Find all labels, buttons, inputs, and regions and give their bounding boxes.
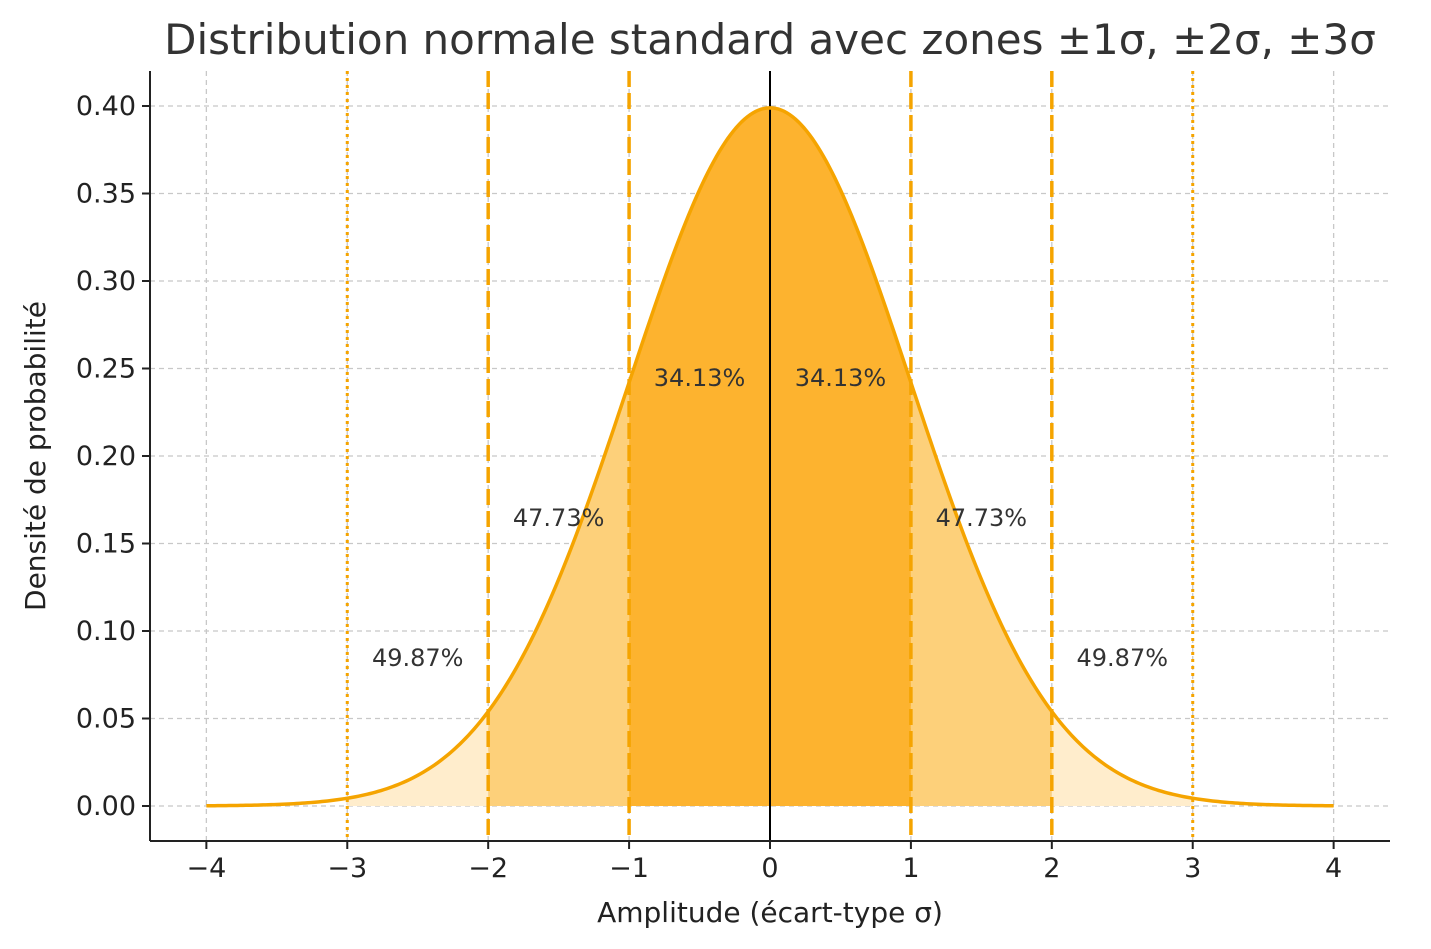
- y-tick-label: 0.40: [76, 91, 136, 122]
- x-tick-label: 1: [902, 853, 919, 884]
- y-tick-label: 0.35: [76, 179, 136, 210]
- x-tick-label: −3: [327, 853, 367, 884]
- curve-layer: [206, 106, 1334, 808]
- y-tick-label: 0.05: [76, 704, 136, 735]
- x-tick-label: −4: [186, 853, 226, 884]
- density-curve: [206, 106, 1334, 808]
- zone-area: [1051, 711, 1193, 806]
- x-tick-label: −2: [468, 853, 508, 884]
- percent-annotation: 34.13%: [654, 364, 746, 392]
- x-tick-label: −1: [609, 853, 649, 884]
- x-tick-label: 0: [761, 853, 778, 884]
- x-tick-label: 2: [1043, 853, 1060, 884]
- percent-annotation: 49.87%: [1077, 644, 1169, 672]
- y-tick-label: 0.20: [76, 441, 136, 472]
- annotations: 34.13% 34.13% 47.73% 47.73% 49.87% 49.87%: [372, 364, 1168, 672]
- y-tick-label: 0.30: [76, 266, 136, 297]
- x-tick-label: 3: [1184, 853, 1201, 884]
- percent-annotation: 49.87%: [372, 644, 464, 672]
- percent-annotation: 34.13%: [795, 364, 887, 392]
- y-tick-label: 0.10: [76, 616, 136, 647]
- percent-annotation: 47.73%: [513, 504, 605, 532]
- ticks: −4 −3 −2 −1 0 1 2 3 4 0.00 0.05 0.10 0.15 0.20 0.25 0.3…: [76, 91, 1342, 884]
- x-tick-label: 4: [1325, 853, 1342, 884]
- zone-area: [347, 711, 489, 806]
- y-tick-label: 0.25: [76, 354, 136, 385]
- y-tick-label: 0.15: [76, 529, 136, 560]
- percent-annotation: 47.73%: [936, 504, 1028, 532]
- y-axis-label: Densité de probabilité: [19, 301, 52, 611]
- chart-title: Distribution normale standard avec zones…: [164, 15, 1376, 64]
- x-axis-label: Amplitude (écart-type σ): [597, 896, 943, 929]
- y-tick-label: 0.00: [76, 791, 136, 822]
